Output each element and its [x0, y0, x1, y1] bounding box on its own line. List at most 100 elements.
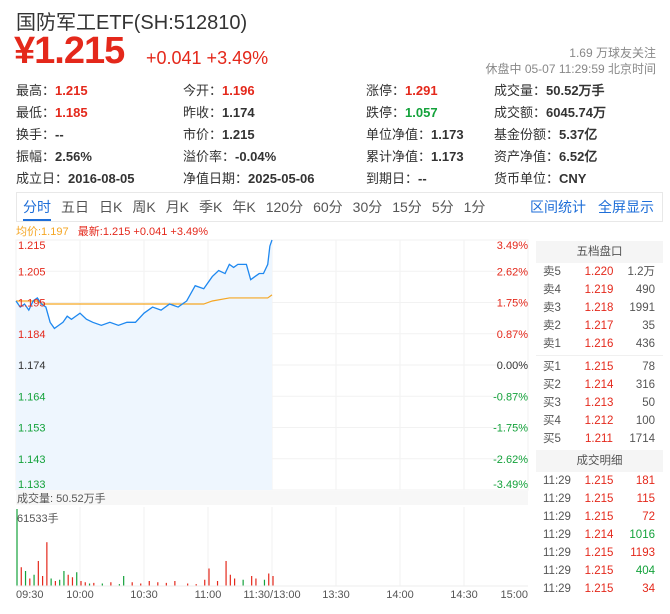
stat-value: 1.185	[55, 105, 88, 120]
ask-row: 卖5 1.220 1.2万	[536, 263, 663, 281]
stat-item: 换手：--	[16, 124, 183, 146]
trade-volume: 404	[635, 565, 655, 577]
stat-item: 基金份额：5.37亿	[494, 124, 656, 146]
stat-value: 1.173	[431, 127, 464, 142]
bid-row: 买1 1.215 78	[536, 358, 663, 376]
ask-cell: 490	[635, 284, 655, 296]
ask-cell: 卖2	[543, 320, 561, 332]
trade-price: 1.215	[584, 475, 614, 487]
stats-grid: 最高：1.215 今开：1.196 涨停：1.291 成交量：50.52万手 最低：1.…	[16, 80, 656, 190]
range-stats-button[interactable]: 区间统计	[530, 199, 586, 215]
stat-value: 6.52亿	[559, 149, 598, 164]
stat-item: 最低：1.185	[16, 102, 183, 124]
followers-count[interactable]: 1.69 万球友关注	[569, 46, 656, 60]
tab-8[interactable]: 60分	[313, 199, 343, 215]
y-tick-label: 1.164	[18, 391, 46, 403]
tab-2[interactable]: 日K	[99, 199, 123, 215]
stat-label: 今开：	[183, 83, 223, 98]
stat-label: 基金份额：	[494, 127, 560, 142]
ask-cell: 1991	[629, 302, 655, 314]
intraday-chart[interactable]: 1.215 3.49% 1.205 2.62% 1.195 1.75% 1.184 0.87%…	[0, 236, 536, 606]
order-book: 五档盘口 卖5 1.220 1.2万 卖4 1.219 490 卖3 1.218 1991 卖2 1.…	[536, 241, 663, 598]
stat-label: 振幅：	[16, 149, 56, 164]
stat-item: 单位净值：1.173	[366, 124, 494, 146]
trade-time: 11:29	[543, 547, 571, 559]
trade-row: 11:29 1.214 1016	[536, 526, 663, 544]
tab-6[interactable]: 年K	[232, 199, 256, 215]
trade-row: 11:29 1.215 1193	[536, 544, 663, 562]
ask-cell: 1.220	[584, 266, 614, 278]
stat-item: 累计净值：1.173	[366, 146, 494, 168]
stat-value: -0.04%	[235, 149, 277, 164]
stat-label: 溢价率：	[183, 149, 236, 164]
ask-cell: 卖3	[543, 302, 561, 314]
pct-tick-label: 3.49%	[497, 240, 528, 252]
tab-11[interactable]: 5分	[431, 199, 454, 215]
tab-9[interactable]: 30分	[352, 199, 383, 215]
order-book-title: 五档盘口	[536, 241, 663, 263]
stat-item: 振幅：2.56%	[16, 146, 183, 168]
x-tick-label: 10:00	[66, 589, 94, 601]
volume-max-label: 61533手	[17, 511, 59, 525]
y-tick-label: 1.205	[18, 266, 46, 278]
stat-label: 成交额：	[494, 105, 547, 120]
bid-row: 买5 1.211 1714	[536, 430, 663, 448]
trade-price: 1.215	[584, 583, 614, 595]
trade-row: 11:29 1.215 72	[536, 508, 663, 526]
x-tick-label: 10:30	[130, 589, 158, 601]
tab-0[interactable]: 分时	[23, 193, 51, 221]
latest-price-legend: 最新:1.215 +0.041 +3.49%	[77, 226, 209, 238]
stat-value: 1.196	[222, 83, 255, 98]
trade-volume: 34	[642, 583, 655, 595]
fullscreen-button[interactable]: 全屏显示	[598, 199, 654, 215]
stat-label: 单位净值：	[366, 127, 432, 142]
y-tick-label: 1.153	[18, 423, 46, 435]
ask-row: 卖3 1.218 1991	[536, 299, 663, 317]
x-tick-label: 09:30	[16, 589, 44, 601]
bid-row: 买2 1.214 316	[536, 376, 663, 394]
x-tick-label: 15:00	[500, 589, 528, 601]
stat-item: 成交量：50.52万手	[494, 80, 656, 102]
stat-value: 2025-05-06	[248, 171, 315, 186]
ask-row: 卖2 1.217 35	[536, 317, 663, 335]
stat-item: 资产净值：6.52亿	[494, 146, 656, 168]
trade-time: 11:29	[543, 511, 571, 523]
pct-tick-label: 1.75%	[497, 298, 528, 310]
stat-label: 涨停：	[366, 83, 406, 98]
tab-4[interactable]: 月K	[165, 199, 190, 215]
stat-item: 到期日：--	[366, 168, 494, 190]
bid-cell: 1714	[629, 433, 655, 445]
stat-item: 成交额：6045.74万	[494, 102, 656, 124]
pct-tick-label: -1.75%	[493, 423, 528, 435]
trade-volume: 1193	[630, 547, 655, 559]
stat-label: 到期日：	[366, 171, 419, 186]
trade-volume: 115	[636, 493, 655, 505]
ask-cell: 卖4	[543, 284, 561, 296]
tab-1[interactable]: 五日	[61, 199, 89, 215]
stat-value: 1.215	[55, 83, 88, 98]
bid-cell: 买2	[543, 379, 561, 391]
stat-item: 今开：1.196	[183, 80, 366, 102]
stat-item: 净值日期：2025-05-06	[183, 168, 366, 190]
trades-title: 成交明细	[536, 450, 663, 472]
market-status: 休盘中 05-07 11:29:59 北京时间	[485, 62, 656, 76]
stat-label: 累计净值：	[366, 149, 432, 164]
bid-row: 买4 1.212 100	[536, 412, 663, 430]
tab-5[interactable]: 季K	[199, 199, 223, 215]
tab-12[interactable]: 1分	[463, 199, 486, 215]
trade-row: 11:29 1.215 115	[536, 490, 663, 508]
ask-cell: 卖1	[543, 338, 561, 350]
stat-item: 涨停：1.291	[366, 80, 494, 102]
tab-3[interactable]: 周K	[132, 199, 156, 215]
tab-7[interactable]: 120分	[265, 199, 304, 215]
stock-title: 国防军工ETF(SH:512810)	[16, 12, 248, 34]
pct-tick-label: -3.49%	[493, 479, 528, 491]
y-tick-label: 1.184	[18, 329, 46, 341]
trade-time: 11:29	[543, 583, 571, 595]
stat-label: 成立日：	[16, 171, 69, 186]
ask-cell: 1.216	[584, 338, 614, 350]
stat-value: 2.56%	[55, 149, 92, 164]
trade-time: 11:29	[543, 475, 571, 487]
stat-label: 昨收：	[183, 105, 223, 120]
tab-10[interactable]: 15分	[392, 199, 422, 215]
